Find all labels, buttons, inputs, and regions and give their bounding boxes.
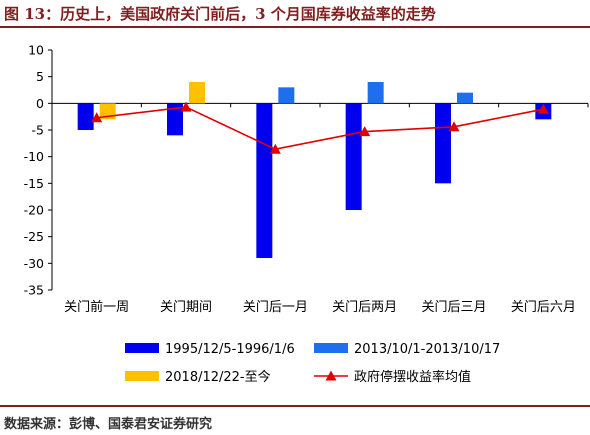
legend-label-2: 2013/10/1-2013/10/17: [354, 342, 500, 357]
y-tick-label: 0: [36, 96, 44, 111]
x-tick-label: 关门后一月: [243, 300, 308, 315]
avg-line: [96, 106, 544, 151]
bar-2-3: [278, 87, 295, 104]
y-tick-label: -35: [24, 283, 44, 298]
y-tick-label: -30: [24, 256, 44, 271]
legend-label-4: 政府停摆收益率均值: [354, 369, 471, 385]
y-tick-label: -15: [24, 176, 44, 191]
x-tick-label: 关门前一周: [64, 299, 129, 315]
figure-title-bar: 图 13：历史上，美国政府关门前后，3 个月国库券收益率的走势: [0, 0, 590, 28]
source-note: 数据来源：彭博、国泰君安证券研究: [4, 417, 213, 432]
bar-1-5: [435, 103, 451, 184]
y-tick-label: -10: [24, 149, 44, 164]
x-tick-label: 关门期间: [160, 300, 212, 315]
y-tick-label: -5: [32, 123, 44, 138]
y-tick-label: -25: [24, 229, 44, 244]
x-tick-label: 关门后三月: [421, 300, 486, 315]
bar-2-4: [367, 82, 384, 104]
y-tick-label: 10: [28, 43, 44, 58]
legend-swatch-2: [314, 343, 348, 353]
avg-marker-1: [91, 112, 103, 123]
x-tick-label: 关门后六月: [511, 300, 576, 315]
bar-1-1: [77, 103, 94, 130]
avg-marker-2: [180, 101, 192, 112]
legend-swatch-3: [125, 371, 159, 381]
avg-marker-3: [269, 143, 281, 154]
x-tick-label: 关门后两月: [332, 300, 397, 315]
legend-marker-swatch: [325, 370, 337, 381]
y-tick-label: 5: [36, 69, 44, 84]
bar-3-2: [189, 82, 205, 104]
bar-1-2: [167, 103, 183, 136]
legend-label-3: 2018/12/22-至今: [165, 369, 271, 385]
avg-marker-5: [448, 121, 460, 132]
avg-marker-4: [359, 126, 371, 137]
source-bar: 数据来源：彭博、国泰君安证券研究: [0, 405, 590, 435]
bar-2-5: [457, 92, 473, 104]
chart: 10 5 0 -5 -10 -15 -20 -25 -30 -35 关门前一周 关门期间 关门后一月 关门…: [24, 43, 589, 385]
bar-1-3: [256, 103, 273, 258]
avg-marker-6: [537, 103, 549, 114]
legend-swatch-1: [125, 343, 159, 353]
bar-1-4: [345, 103, 362, 210]
figure-title: 图 13：历史上，美国政府关门前后，3 个月国库券收益率的走势: [4, 5, 436, 23]
legend-label-1: 1995/12/5-1996/1/6: [165, 342, 295, 357]
y-tick-label: -20: [24, 203, 44, 218]
